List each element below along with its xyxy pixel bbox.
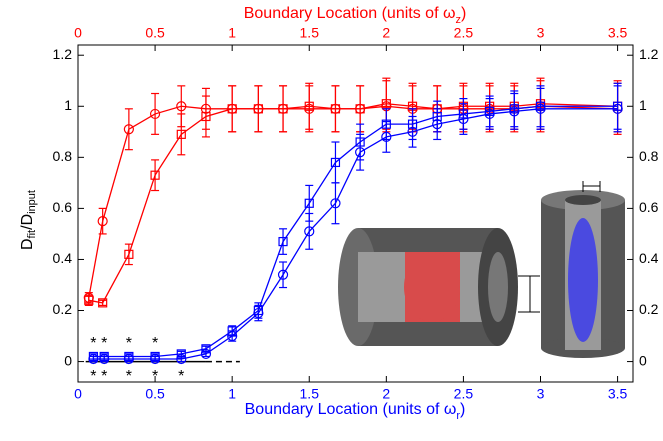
y-label-sub: fit	[26, 230, 38, 239]
x-tick-label: 1	[228, 386, 236, 402]
y2-tick-label: 1	[639, 97, 647, 113]
marker-square	[201, 344, 211, 354]
x-tick-label: 0	[74, 386, 82, 402]
marker-square	[227, 326, 237, 336]
y-tick-label: 0.8	[53, 148, 73, 164]
marker-circle	[176, 101, 187, 112]
marker-square	[176, 349, 186, 359]
significance-mark: *	[152, 368, 158, 385]
x-tick-label: 2.5	[454, 386, 474, 402]
significance-mark: *	[90, 368, 96, 385]
marker-square	[99, 351, 109, 362]
y-tick-label: 0.6	[53, 199, 73, 215]
marker-square	[84, 295, 94, 305]
y2-tick-label: 0.8	[639, 148, 659, 164]
x2-tick-label: 0.5	[145, 25, 165, 41]
x-tick-label: 3	[537, 386, 545, 402]
y2-tick-label: 1.2	[639, 46, 659, 62]
y2-tick-label: 0.6	[639, 199, 659, 215]
significance-mark: *	[178, 368, 184, 385]
significance-mark: *	[126, 368, 132, 385]
marker-square	[98, 298, 108, 308]
marker-square	[355, 137, 365, 147]
y-label-part: /D	[19, 214, 36, 230]
y-tick-label: 0.4	[53, 250, 73, 266]
significance-mark: *	[101, 368, 107, 385]
marker-circle	[97, 216, 108, 227]
marker-square	[88, 351, 99, 362]
marker-square	[304, 101, 314, 111]
marker-square	[253, 305, 263, 316]
marker-circle	[277, 269, 289, 280]
y-tick-label: 0	[64, 352, 72, 368]
x2-tick-label: 0	[74, 25, 82, 41]
marker-circle	[123, 124, 134, 135]
marker-square	[485, 106, 495, 116]
x-label-part: )	[460, 401, 465, 418]
x2-label-sub: z	[455, 14, 461, 26]
y2-tick-label: 0.4	[639, 250, 659, 266]
significance-mark: *	[101, 335, 107, 352]
x2-tick-label: 3.5	[608, 25, 628, 41]
marker-square	[432, 111, 442, 122]
plot-frame	[77, 44, 634, 383]
marker-square	[304, 198, 314, 208]
x-tick-label: 0.5	[145, 386, 165, 402]
marker-square	[278, 104, 288, 114]
marker-circle	[149, 108, 161, 120]
y-label-sub: input	[26, 190, 38, 214]
x-axis-label: Boundary Location (units of ωr)	[245, 401, 466, 422]
marker-square	[407, 119, 418, 129]
marker-circle	[330, 198, 341, 209]
cylinder-end	[565, 195, 601, 205]
x2-tick-label: 3	[537, 25, 545, 41]
illustration	[338, 181, 625, 358]
marker-square	[278, 236, 288, 247]
marker-square	[381, 119, 391, 129]
x-tick-label: 1.5	[300, 386, 320, 402]
y-label-part: D	[19, 238, 36, 250]
y-tick-label: 1	[64, 97, 72, 113]
y-axis-label: Dfit/Dinput	[19, 190, 38, 250]
x2-tick-label: 2.5	[454, 25, 474, 41]
marker-square	[535, 101, 546, 111]
x2-tick-label: 1	[228, 25, 236, 41]
marker-square	[330, 104, 341, 114]
marker-square	[201, 111, 211, 122]
y-tick-label: 0.2	[53, 301, 73, 317]
significance-mark: *	[90, 335, 96, 352]
marker-square	[176, 129, 186, 139]
significance-mark: *	[152, 335, 158, 352]
x2-axis-label: Boundary Location (units of ωz)	[244, 5, 467, 26]
y-tick-label: 1.2	[53, 46, 73, 62]
x2-tick-label: 1.5	[300, 25, 320, 41]
y2-tick-label: 0	[639, 352, 647, 368]
marker-square	[458, 109, 469, 119]
marker-square	[124, 351, 134, 362]
marker-square	[124, 249, 134, 259]
cylinder-core	[404, 252, 460, 322]
x2-label-part: )	[461, 5, 466, 22]
marker-square	[355, 104, 365, 114]
x-tick-label: 3.5	[608, 386, 628, 402]
marker-square	[612, 101, 623, 111]
x2-label-part: Boundary Location (units of ω	[244, 5, 456, 22]
x-tick-label: 2	[382, 386, 390, 402]
significance-mark: *	[126, 335, 132, 352]
x2-tick-label: 2	[382, 25, 390, 41]
marker-square	[150, 170, 160, 180]
cylinder-core	[568, 218, 598, 342]
marker-square	[509, 104, 519, 114]
marker-square	[381, 99, 391, 109]
marker-square	[227, 104, 237, 114]
x-label-sub: r	[456, 410, 460, 422]
y2-tick-label: 0.2	[639, 301, 659, 317]
marker-square	[150, 351, 160, 362]
x-label-part: Boundary Location (units of ω	[245, 401, 457, 418]
marker-square	[253, 104, 263, 114]
marker-square	[330, 157, 341, 168]
marker-circle	[304, 226, 315, 237]
cylinder-end	[488, 252, 508, 322]
